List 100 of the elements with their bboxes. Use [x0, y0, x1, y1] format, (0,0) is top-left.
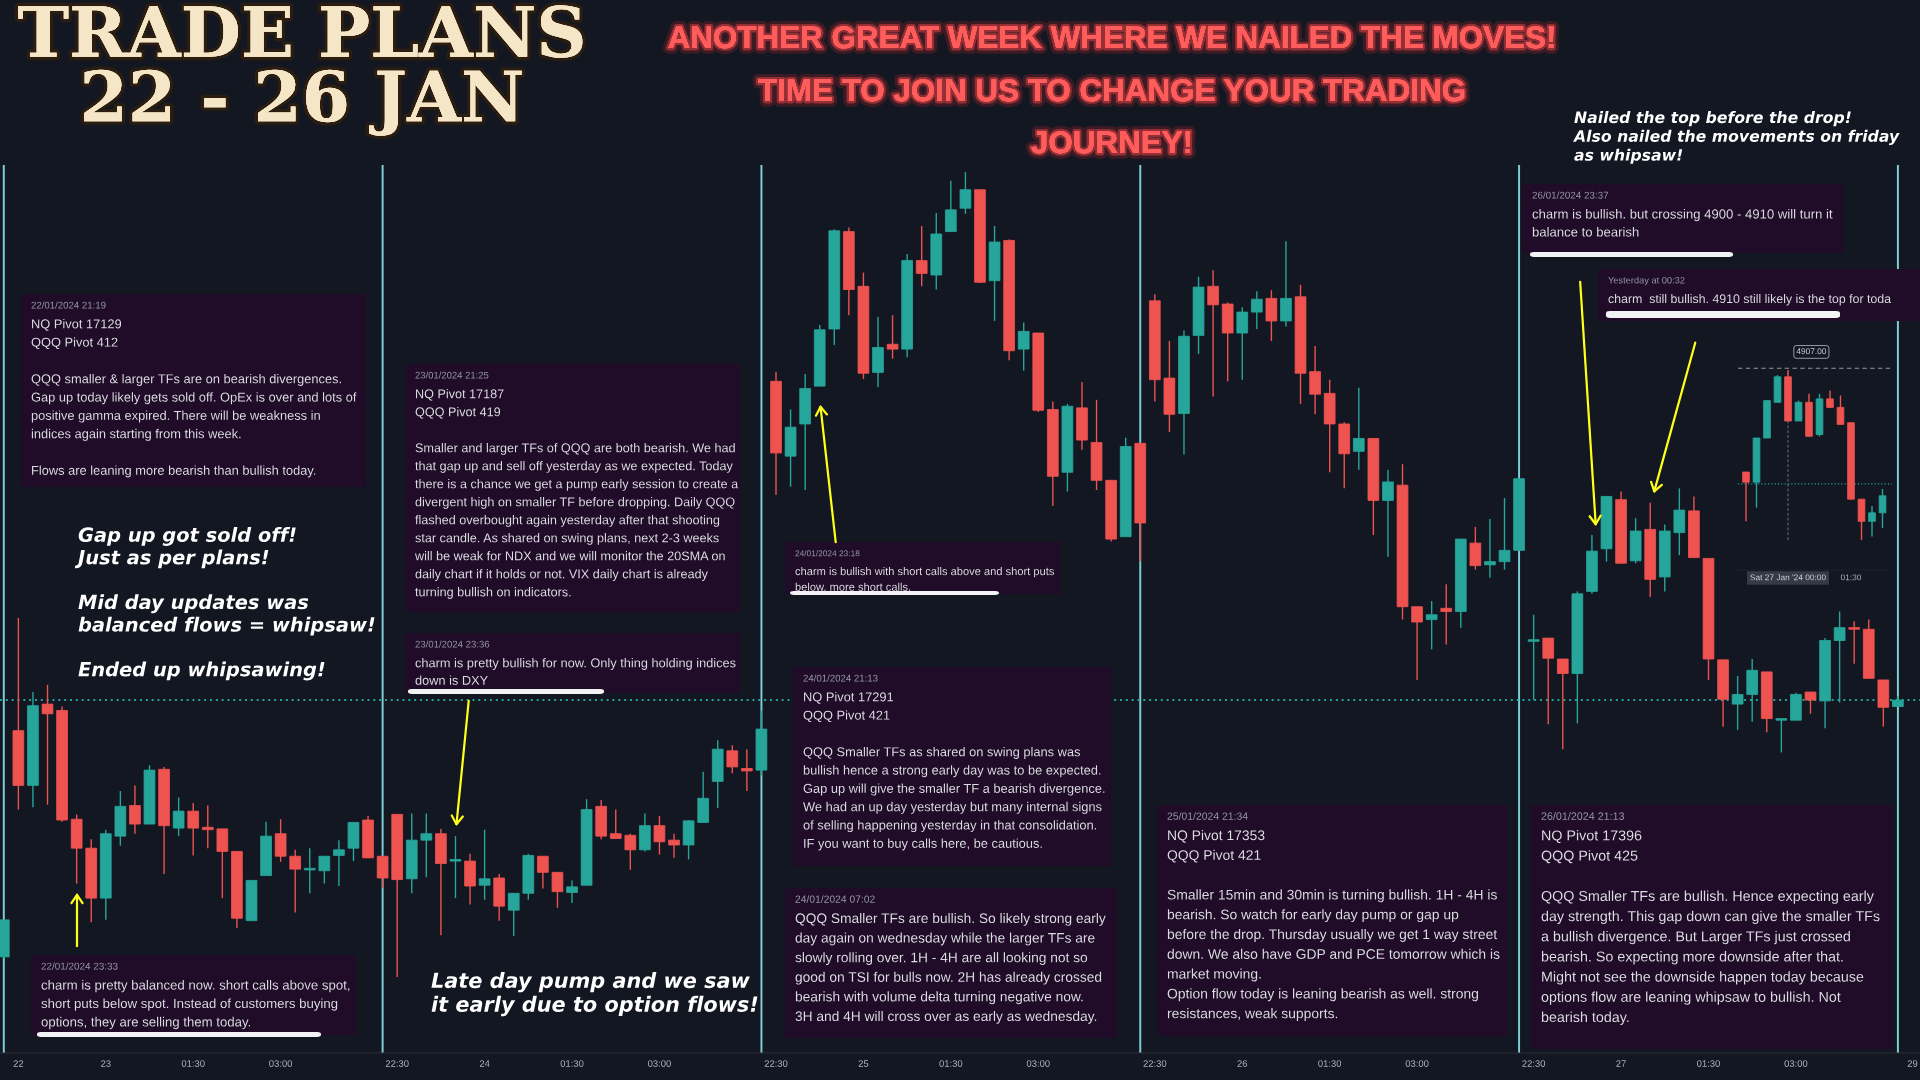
candlestick: [376, 855, 389, 889]
candlestick: [1440, 583, 1453, 646]
candlestick: [1353, 387, 1365, 471]
text: NQ Pivot 17291 QQQ Pivot 421 QQQ Smaller TFs as shared on swing plans was bullish hence a strong early day was to be expected. Gap up will give the smaller TF a bearish divergence. We had an up day yesterday but many internal signs of selling happening yesterday in that consolidation. IF you want to buy calls here, be cautious.: [803, 692, 1105, 851]
candlestick: [1878, 488, 1887, 529]
x-tick-label: 22:30: [1522, 1060, 1546, 1067]
candlestick: [1280, 240, 1292, 328]
annotation: charm still bullish. 4910 still likely is the top for toda: [1608, 294, 1892, 306]
candlestick: [1848, 620, 1860, 665]
candlestick: [1742, 471, 1750, 522]
x-tick-label: 23: [101, 1060, 111, 1067]
candlestick: [537, 855, 549, 890]
candlestick: [1236, 306, 1249, 381]
candlestick: [216, 828, 229, 899]
candlestick: [566, 879, 578, 904]
candlestick: [1309, 345, 1321, 416]
candlestick: [1425, 600, 1438, 651]
candlestick: [609, 808, 622, 840]
text: charm is pretty balanced now. short calls above spot, short puts below spot. Instead of customers buying options, they are selling them today.: [41, 980, 350, 1030]
candlestick: [333, 839, 345, 887]
annotation: Yesterday at 00:32: [1608, 276, 1685, 286]
candlestick: [1794, 399, 1803, 422]
candlestick: [1469, 526, 1482, 571]
candlestick: [1498, 497, 1511, 571]
x-tick-label: 25: [858, 1060, 869, 1067]
x-tick-label: 01:30: [939, 1060, 963, 1067]
x-tick-label: 22:30: [1143, 1060, 1167, 1067]
text: Gap up got sold off! Just as per plans! Mid day updates was balanced flows = whipsaw! Ended up whipsawing!: [74, 527, 375, 681]
candlestick: [187, 802, 200, 857]
x-tick-label: 22:30: [764, 1060, 788, 1067]
candlestick: [1382, 469, 1394, 558]
annotation: 26/01/2024 21:13: [1541, 812, 1625, 820]
x-tick-label: 01:30: [1318, 1060, 1342, 1067]
chart-title: TRADE PLANS 22 - 26 JAN: [18, 5, 583, 136]
candlestick: [1556, 658, 1569, 750]
x-tick-label: 27: [1616, 1060, 1626, 1067]
candlestick: [886, 314, 899, 360]
x-tick-label: 03:00: [1784, 1060, 1808, 1067]
x-tick-label: 03:00: [1405, 1060, 1429, 1067]
annotation: 24/01/2024 21:13: [803, 674, 878, 682]
candlestick: [1484, 518, 1496, 579]
x-tick-label: Sat 27 Jan '24 00:00: [1750, 574, 1826, 581]
x-tick-label: 03:00: [269, 1060, 293, 1067]
candlestick: [303, 847, 316, 894]
candlestick: [1411, 606, 1423, 681]
candlestick: [1265, 289, 1278, 342]
candlestick: [945, 180, 957, 233]
x-tick-label: 01:30: [560, 1060, 584, 1067]
candlestick: [289, 849, 302, 914]
x-tick-label: 01:30: [1697, 1060, 1720, 1067]
x-tick-label: 03:00: [1026, 1060, 1050, 1067]
candlestick: [959, 171, 972, 215]
candlestick: [420, 812, 433, 878]
candlestick: [1836, 394, 1845, 426]
candlestick: [726, 744, 739, 775]
candlestick: [1251, 290, 1263, 330]
chart-subtitle: ANOTHER GREAT WEEK WHERE WE NAILED THE MOVES! TIME TO JOIN US TO CHANGE YOUR TRADING JOURNEY!: [668, 26, 1554, 154]
text: NQ Pivot 17129 QQQ Pivot 412 QQQ smaller & larger TFs are on bearish divergences. Gap up today likely gets sold off. OpEx is over and lots of positive gamma expired. There will be weakness in indices again starting from this week. Flows are leaning more bearish than bullish today.: [31, 319, 357, 478]
candlestick: [1775, 717, 1788, 754]
annotation: 23/01/2024 21:25: [415, 371, 489, 379]
annotation: 24/01/2024 07:02: [795, 895, 875, 903]
annotation: charm is pretty bullish for now. Only thing holding indices down is DXY: [415, 658, 736, 685]
candlestick: [449, 835, 462, 899]
candlestick: [551, 871, 564, 909]
candlestick: [624, 833, 637, 871]
x-tick-label: 22:30: [385, 1060, 409, 1067]
text: NQ Pivot 17353 QQQ Pivot 421 Smaller 15min and 30min is turning bullish. 1H - 4H is bearish. So watch for early day pump or gap up before the drop. Thursday usually we get 1 way street down. We also have GDP and PCE tomorrow which is market moving. Option flow today is leaning bearish as well. strong resistances, weak supports.: [1167, 830, 1500, 1022]
candlestick: [1673, 487, 1686, 556]
annotation: 25/01/2024 21:34: [1167, 812, 1248, 820]
candlestick: [653, 815, 666, 856]
x-tick-label: 29: [1907, 1060, 1918, 1067]
x-tick-label: 03:00: [648, 1060, 671, 1067]
candlestick: [1857, 498, 1866, 541]
candlestick: [1868, 505, 1876, 538]
annotation: 23/01/2024 23:36: [415, 640, 490, 648]
candlestick: [741, 748, 753, 792]
annotation: Late day pump and we saw it early due to option flows!: [431, 972, 758, 1017]
text: NQ Pivot 17396 QQQ Pivot 425 QQQ Smaller TFs are bullish. Hence expecting early day strength. This gap down can give the smaller TFs a bullish divergence. But Larger TFs just crossed bearish. So expecting more downside after that. Might not see the downside happen today because options flow are leaning whipsaw to bullish. Not bearish today.: [1541, 830, 1880, 1025]
x-tick-label: 22: [13, 1060, 24, 1067]
x-tick-label: 01:30: [181, 1060, 205, 1067]
candlestick: [507, 892, 520, 937]
candlestick: [1542, 637, 1555, 725]
candlestick: [318, 855, 331, 885]
annotation: charm is bullish with short calls above and short puts below. more short calls.: [795, 567, 1054, 591]
candlestick: [1804, 691, 1817, 715]
candlestick: [274, 818, 287, 863]
x-tick-label: 01:30: [1840, 574, 1862, 581]
text: NQ Pivot 17187 QQQ Pivot 419 Smaller and larger TFs of QQQ are both bearish. We had that gap up and sell off yesterday as we expected. Today there is a chance we get a pump early session to create a divergent high on smaller TF before dropping. Daily QQQ flashed overbought again yesterday after that shooting star candle. As shared on swing plans, next 2-3 weeks will be weak for NDX and we will monitor the 20SMA on daily chart if it holds or not. VIX daily chart is already turning bullish on indicators.: [414, 389, 739, 599]
annotation: 24/01/2024 23:18: [795, 550, 860, 557]
candlestick: [172, 796, 185, 837]
x-tick-label: 24: [479, 1060, 490, 1067]
annotation: 4907.00: [1796, 348, 1827, 355]
candlestick: [1207, 269, 1219, 398]
candlestick: [668, 833, 680, 859]
annotation: 26/01/2024 23:37: [1532, 191, 1609, 199]
candlestick: [129, 784, 141, 835]
annotation: charm is bullish. but crossing 4900 - 4910 will turn it balance to bearish: [1532, 209, 1833, 237]
x-tick-label: 26: [1237, 1060, 1248, 1067]
annotation: 22/01/2024 23:33: [41, 962, 118, 970]
annotation: QQQ Smaller TFs are bullish. So likely strong early day again on wednesday while the larger TFs are slowly rolling over. 1H - 4H are all looking not so good on TSI for bulls now. 2H has already crossed bearish with volume delta turning negative now. 3H and 4H will cross over as early as wednesday.: [795, 913, 1106, 1024]
